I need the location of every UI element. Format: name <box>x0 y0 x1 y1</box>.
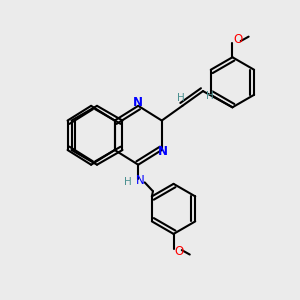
Text: N: N <box>158 145 168 158</box>
Text: O: O <box>234 33 243 46</box>
Text: H: H <box>177 94 185 103</box>
Text: H: H <box>124 177 132 188</box>
Text: N: N <box>133 96 143 109</box>
Text: H: H <box>206 91 214 100</box>
Text: O: O <box>175 245 184 258</box>
Text: N: N <box>136 174 145 188</box>
